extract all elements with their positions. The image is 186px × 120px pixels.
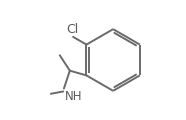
- Text: NH: NH: [65, 90, 83, 103]
- Text: Cl: Cl: [66, 23, 78, 36]
